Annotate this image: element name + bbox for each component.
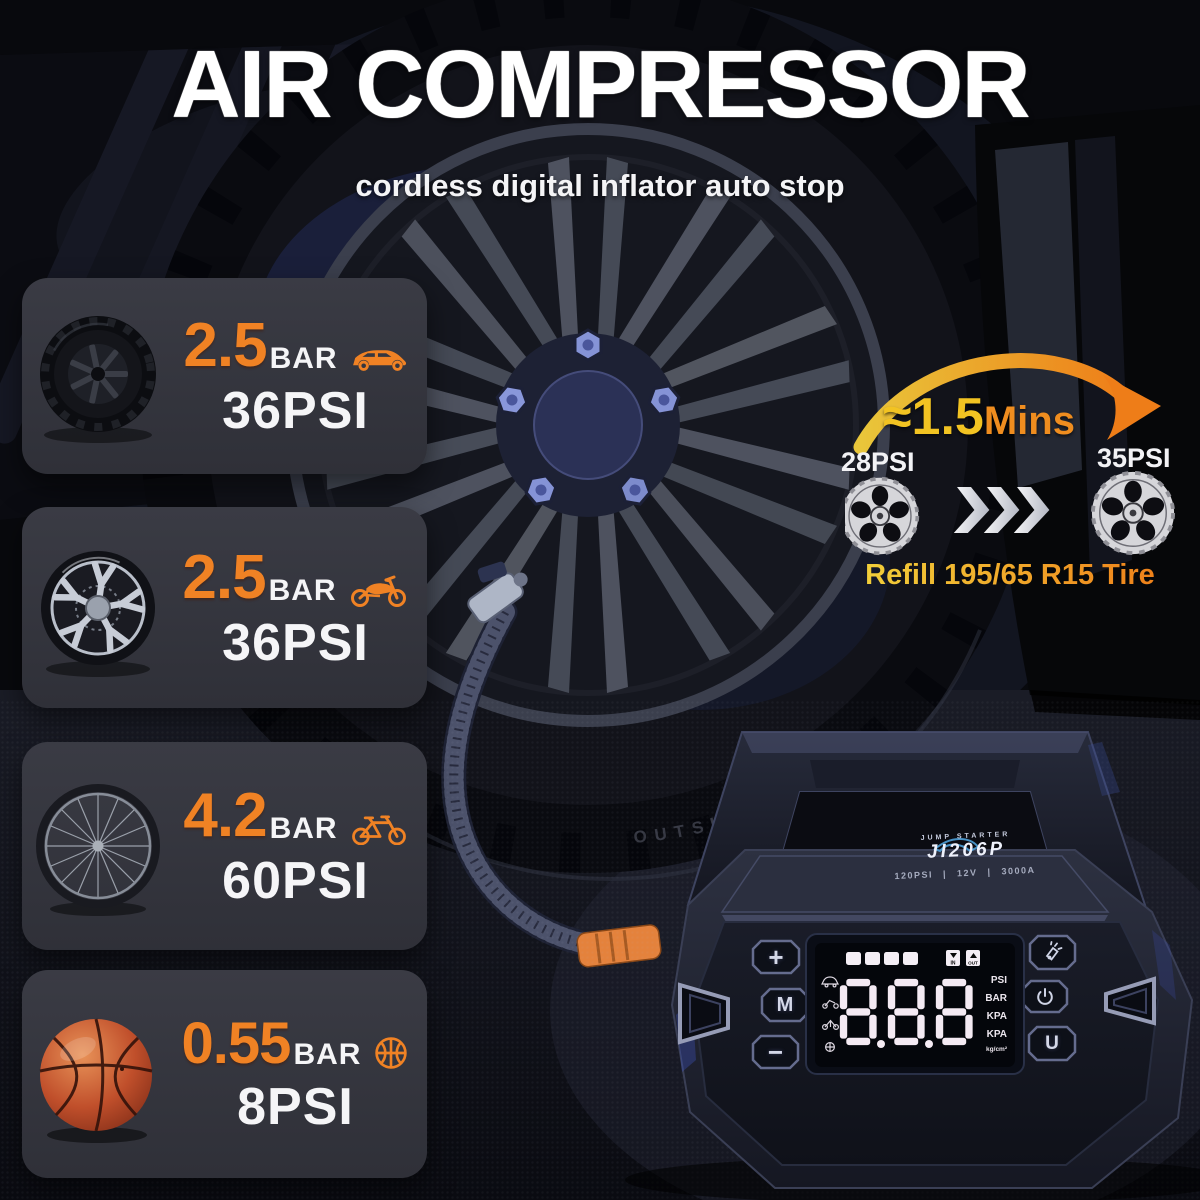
plus-button — [751, 939, 801, 975]
pressure-unit: BAR — [269, 342, 338, 375]
unit-bar: BAR — [985, 993, 1007, 1004]
unit-button — [1027, 1025, 1077, 1062]
right-vent — [1104, 976, 1156, 1026]
page-subtitle: cordless digital inflator auto stop — [355, 168, 845, 203]
display-car-icon — [821, 976, 839, 988]
air-chuck — [467, 561, 528, 624]
unit-button-label: U — [1045, 1032, 1059, 1054]
deflate-indicator: OUT — [966, 950, 980, 966]
psi-value: 36PSI — [222, 613, 369, 672]
unit-kpa: KPA — [987, 1011, 1007, 1022]
in-label: IN — [951, 961, 956, 967]
page-title: AIR COMPRESSOR — [171, 31, 1030, 138]
hose-connector — [576, 924, 662, 968]
battery-level-blocks — [846, 952, 918, 965]
lug-nuts — [495, 328, 681, 506]
battery-level-segment — [903, 952, 918, 965]
unit-kpa-2: KPA — [987, 1029, 1007, 1040]
pressure-panel-bicycle-tire: 4.2 BAR 60PSI — [22, 742, 427, 950]
basketball-image — [22, 999, 174, 1149]
motorcycle-wheel-image — [22, 533, 174, 683]
unit-psi: PSI — [991, 975, 1007, 986]
minus-button-label: − — [767, 1036, 784, 1067]
psi-value: 60PSI — [222, 852, 369, 910]
pressure-panel-basketball: 0.55 BAR 8PSI — [22, 970, 427, 1178]
basketball-icon — [373, 1035, 409, 1071]
display-digits — [839, 978, 973, 1048]
pressure-panel-car-tire: 2.5 BAR 36PSI — [22, 278, 427, 474]
mode-button-label: M — [776, 993, 794, 1016]
mode-button — [760, 987, 810, 1023]
battery-level-segment — [846, 952, 861, 965]
car-icon — [350, 343, 408, 375]
pressure-value: 4.2 — [183, 781, 267, 850]
wheel-spokes — [326, 157, 850, 693]
power-button-icon — [1023, 980, 1067, 1013]
pressure-unit: BAR — [268, 573, 337, 607]
refill-infographic: ≈1.5Mins 28PSI 35PSI Refill 195/65 R15 T… — [841, 335, 1180, 607]
unit-kgcm2: kg/cm² — [986, 1046, 1008, 1053]
minus-button — [751, 1034, 800, 1070]
device-display: IN OUT — [805, 933, 1025, 1075]
battery-level-segment — [884, 952, 899, 965]
time-arrow — [853, 353, 1161, 455]
car-tire-image — [22, 301, 174, 451]
display-motorcycle-icon — [822, 999, 839, 1009]
pressure-value: 2.5 — [182, 542, 266, 612]
display-bicycle-icon — [821, 1019, 839, 1030]
pressure-panel-motorcycle-tire: 2.5 BAR 36PSI — [22, 507, 427, 708]
psi-value: 36PSI — [222, 382, 369, 440]
air-hose — [441, 561, 662, 968]
refill-time: ≈1.5Mins — [883, 391, 1075, 443]
bicycle-wheel-image — [22, 771, 174, 921]
refill-time-unit: Mins — [983, 399, 1075, 443]
psi-value: 8PSI — [237, 1078, 354, 1136]
pressure-value: 0.55 — [181, 1011, 292, 1076]
refill-caption: Refill 195/65 R15 Tire — [845, 559, 1175, 592]
chevrons-icon — [953, 487, 1050, 533]
pressure-value: 2.5 — [183, 311, 267, 380]
light-button-icon — [1030, 935, 1075, 970]
battery-level-segment — [865, 952, 880, 965]
inflate-indicator: IN — [946, 950, 960, 967]
plus-button-label: + — [768, 941, 784, 972]
car-fender — [975, 105, 1200, 720]
display-ball-icon — [824, 1041, 835, 1052]
motorcycle-icon — [349, 571, 409, 607]
pressure-unit: BAR — [293, 1038, 362, 1071]
device-top-plate — [720, 855, 1110, 913]
psi-after: 35PSI — [1097, 443, 1171, 473]
psi-before: 28PSI — [841, 447, 915, 477]
light-button — [1028, 934, 1077, 971]
bicycle-icon — [350, 811, 408, 845]
left-vent — [678, 982, 730, 1045]
refill-time-value: ≈1.5 — [883, 388, 984, 446]
out-label: OUT — [968, 961, 978, 966]
brand-swoosh-icon — [933, 838, 980, 853]
pressure-unit: BAR — [269, 812, 338, 845]
